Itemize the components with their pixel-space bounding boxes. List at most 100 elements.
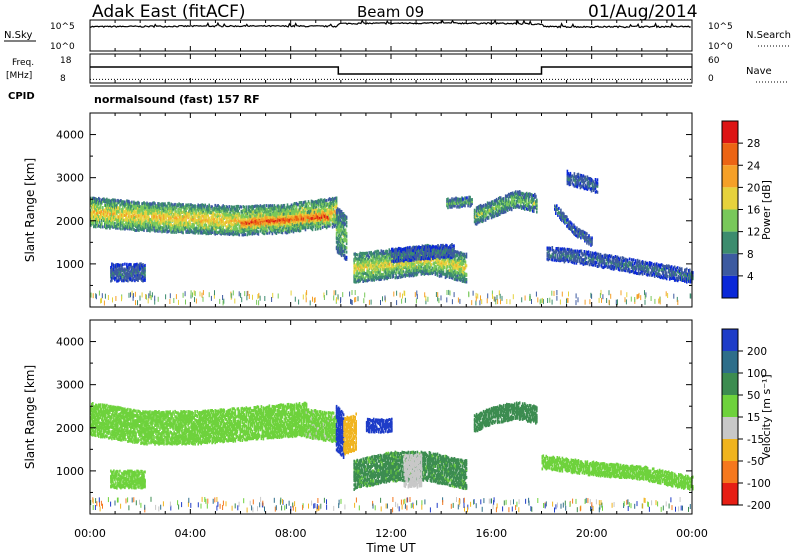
echo-cell [308, 218, 311, 222]
echo-cell [197, 208, 199, 212]
echo-cell [319, 223, 322, 227]
echo-cell [212, 224, 214, 227]
echo-cell [195, 218, 197, 222]
echo-cell [122, 210, 124, 214]
echo-cell [281, 231, 284, 235]
echo-cell [358, 257, 360, 261]
echo-cell [253, 205, 256, 209]
echo-cell [126, 266, 128, 270]
echo-cell [292, 230, 295, 234]
echo-cell [127, 226, 129, 230]
echo-cell [376, 269, 379, 273]
echo-cell [337, 222, 340, 226]
echo-cell [421, 272, 424, 275]
echo-cell [310, 223, 313, 227]
echo-cell [102, 225, 104, 229]
echo-cell [120, 267, 122, 271]
echo-cell [257, 209, 260, 213]
echo-cell [384, 263, 387, 267]
echo-cell [105, 205, 107, 209]
echo-cell [151, 205, 153, 209]
echo-cell [305, 222, 308, 226]
echo-cell [226, 216, 229, 220]
echo-cell [282, 207, 285, 211]
echo-cell [229, 213, 232, 216]
echo-cell [132, 212, 134, 216]
echo-cell [304, 207, 307, 211]
echo-cell [309, 219, 312, 223]
echo-cell [221, 230, 223, 234]
echo-cell [398, 263, 401, 267]
echo-cell [269, 225, 272, 229]
echo-cell [241, 209, 244, 213]
echo-cell [149, 208, 151, 212]
echo-cell [236, 220, 239, 224]
echo-cell [169, 210, 171, 214]
echo-cell [354, 280, 356, 284]
echo-cell [282, 204, 285, 207]
echo-cell [250, 222, 253, 226]
echo-cell [145, 204, 147, 208]
echo-cell [314, 200, 317, 204]
echo-cell [301, 207, 304, 211]
echo-cell [205, 212, 207, 216]
echo-cell [157, 217, 159, 221]
echo-cell [201, 227, 203, 231]
echo-cell [216, 216, 218, 220]
echo-cell [272, 225, 275, 229]
echo-cell [190, 208, 192, 212]
echo-cell [228, 226, 231, 230]
echo-cell [325, 199, 328, 202]
echo-cell [465, 278, 468, 281]
echo-cell [419, 269, 422, 273]
echo-cell [93, 196, 95, 200]
echo-cell [201, 222, 203, 226]
echo-cell [440, 268, 443, 272]
echo-cell [183, 207, 185, 211]
echo-cell [269, 218, 272, 222]
echo-cell [154, 212, 156, 216]
echo-cell [402, 267, 405, 271]
echo-cell [324, 205, 327, 208]
echo-cell [199, 204, 201, 207]
echo-cell [320, 220, 323, 224]
echo-cell [154, 202, 156, 206]
echo-cell [218, 214, 220, 217]
echo-cell [240, 209, 243, 213]
echo-cell [460, 267, 463, 270]
echo-cell [130, 202, 132, 206]
echo-cell [454, 266, 457, 270]
echo-cell [274, 213, 277, 217]
echo-cell [207, 232, 209, 236]
echo-cell [205, 218, 207, 222]
echo-cell [202, 226, 204, 230]
echo-cell [130, 205, 132, 208]
echo-cell [319, 213, 322, 217]
echo-cell [168, 219, 170, 223]
echo-cell [225, 230, 228, 233]
echo-cell [140, 271, 142, 275]
echo-cell [453, 260, 456, 264]
echo-cell [385, 276, 388, 280]
echo-cell [217, 222, 219, 226]
echo-cell [371, 252, 373, 256]
echo-cell [327, 213, 330, 217]
echo-cell [137, 277, 139, 281]
echo-cell [260, 212, 263, 216]
echo-cell [376, 268, 379, 271]
echo-cell [354, 264, 356, 268]
echo-cell [380, 252, 383, 256]
echo-cell [305, 205, 308, 208]
echo-cell [323, 203, 326, 207]
echo-cell [185, 230, 187, 234]
echo-cell [333, 217, 336, 221]
echo-cell [281, 222, 284, 226]
echo-cell [195, 226, 197, 230]
echo-cell [172, 224, 174, 228]
echo-cell [137, 216, 139, 220]
echo-cell [357, 266, 359, 270]
echo-cell [424, 272, 427, 275]
echo-cell [239, 227, 242, 230]
echo-cell [117, 198, 119, 202]
echo-cell [345, 238, 348, 242]
